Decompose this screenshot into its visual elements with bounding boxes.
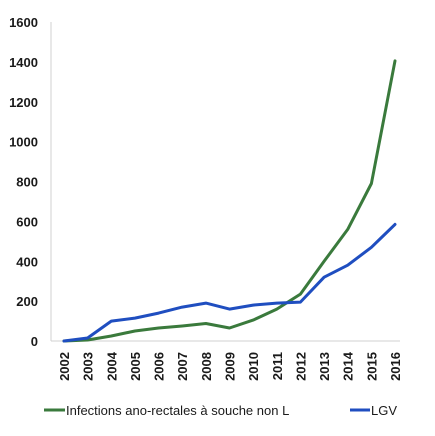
x-axis: 2002 2003 2004 2005 2006 2007 2008 2009 2010 2011… — [51, 340, 403, 381]
y-tick-label: 0 — [31, 334, 38, 349]
x-tick-label: 2003 — [81, 352, 96, 381]
y-tick-label: 1000 — [9, 135, 38, 150]
x-tick-label: 2015 — [364, 352, 379, 381]
y-tick-label: 200 — [16, 294, 38, 309]
series-line-0 — [62, 59, 397, 343]
y-tick-label: 600 — [16, 214, 38, 229]
x-tick-label: 2008 — [199, 352, 214, 381]
x-tick-label: 2009 — [223, 352, 238, 381]
y-tick-label: 1200 — [9, 95, 38, 110]
x-tick-label: 2007 — [175, 352, 190, 381]
x-tick-label: 2011 — [270, 352, 285, 380]
y-tick-label: 800 — [16, 175, 38, 190]
x-tick-label: 2005 — [128, 352, 143, 381]
y-tick-label: 400 — [16, 254, 38, 269]
legend: Infections ano-rectales à souche non L LG… — [44, 403, 397, 418]
x-tick-label: 2004 — [104, 351, 119, 381]
series-lines — [62, 59, 397, 343]
x-tick-label: 2010 — [246, 352, 261, 381]
y-axis: 0 200 400 600 800 1000 1200 1400 1600 — [9, 15, 52, 349]
series-line-1 — [62, 222, 397, 343]
x-tick-label: 2002 — [57, 352, 72, 381]
x-tick-label: 2013 — [317, 352, 332, 381]
legend-label-0: Infections ano-rectales à souche non L — [66, 403, 289, 418]
y-tick-label: 1600 — [9, 15, 38, 30]
x-tick-label: 2016 — [388, 352, 403, 381]
x-tick-label: 2012 — [293, 352, 308, 381]
y-tick-label: 1400 — [9, 55, 38, 70]
legend-label-1: LGV — [371, 403, 397, 418]
x-tick-label: 2006 — [152, 352, 167, 381]
x-tick-label: 2014 — [341, 351, 356, 381]
